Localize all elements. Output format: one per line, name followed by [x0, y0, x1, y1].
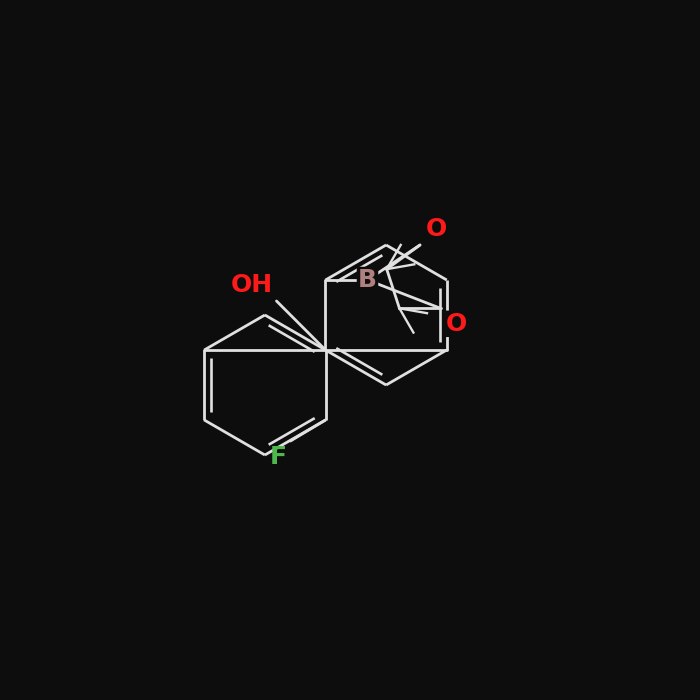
Text: F: F [270, 444, 287, 468]
Text: O: O [426, 218, 447, 241]
Text: OH: OH [231, 274, 273, 298]
Text: B: B [358, 268, 377, 292]
Text: O: O [446, 312, 468, 336]
